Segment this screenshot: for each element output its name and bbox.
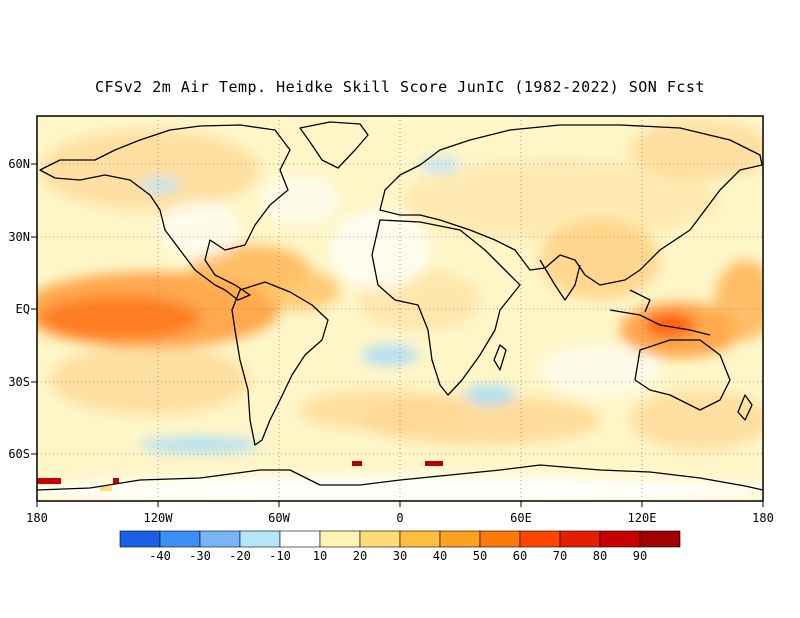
colorbar-tick-label: 50 [473, 549, 487, 563]
coastlines [37, 121, 763, 491]
lat-label-eq: EQ [16, 302, 30, 316]
colorbar-bin [239, 530, 281, 548]
colorbar-bin [279, 530, 321, 548]
lon-label-120e: 120E [628, 511, 657, 525]
lon-label-120w: 120W [144, 511, 174, 525]
colorbar-bin [599, 530, 641, 548]
cell-mid [100, 486, 112, 491]
lon-label-60w: 60W [268, 511, 290, 525]
colorbar-tick-label: 60 [513, 549, 527, 563]
colorbar-tick-label: 30 [393, 549, 407, 563]
colorbar-tick-label: 90 [633, 549, 647, 563]
lon-ticks [36, 501, 764, 507]
lon-label-180e: 180 [752, 511, 774, 525]
colorbar-tick-label: -40 [149, 549, 171, 563]
lat-label-60n: 60N [8, 157, 30, 171]
colorbar-tick-label: 80 [593, 549, 607, 563]
lat-label-30n: 30N [8, 230, 30, 244]
colorbar-bin [399, 530, 441, 548]
lat-label-30s: 30S [8, 375, 30, 389]
colorbar-tick-label: -20 [229, 549, 251, 563]
colorbar-bin [559, 530, 601, 548]
colorbar-bin [199, 530, 241, 548]
score-field [37, 116, 763, 501]
cell-high [425, 461, 443, 466]
cell-high [352, 461, 362, 466]
field-patches [37, 120, 763, 501]
cell-high [113, 478, 119, 484]
colorbar-bin [439, 530, 481, 548]
colorbar-tick-label: -30 [189, 549, 211, 563]
colorbar-bin [359, 530, 401, 548]
colorbar-tick-label: 40 [433, 549, 447, 563]
map-title: CFSv2 2m Air Temp. Heidke Skill Score Ju… [95, 78, 705, 96]
graticule [37, 116, 763, 501]
colorbar: -40 -30 -20 -10 10 20 30 40 50 60 70 80 90 [119, 530, 681, 563]
cell-high [37, 478, 61, 484]
colorbar-bin [319, 530, 361, 548]
colorbar-bin [519, 530, 561, 548]
lat-label-60s: 60S [8, 447, 30, 461]
colorbar-tick-label: 20 [353, 549, 367, 563]
lon-label-0: 0 [396, 511, 403, 525]
colorbar-tick-label: -10 [269, 549, 291, 563]
colorbar-tick-label: 70 [553, 549, 567, 563]
lon-label-180w: 180 [26, 511, 48, 525]
colorbar-bin [639, 530, 681, 548]
colorbar-bin [119, 530, 161, 548]
colorbar-bin [159, 530, 201, 548]
lat-ticks [31, 163, 37, 455]
colorbar-tick-label: 10 [313, 549, 327, 563]
colorbar-bin [479, 530, 521, 548]
lon-label-60e: 60E [510, 511, 532, 525]
